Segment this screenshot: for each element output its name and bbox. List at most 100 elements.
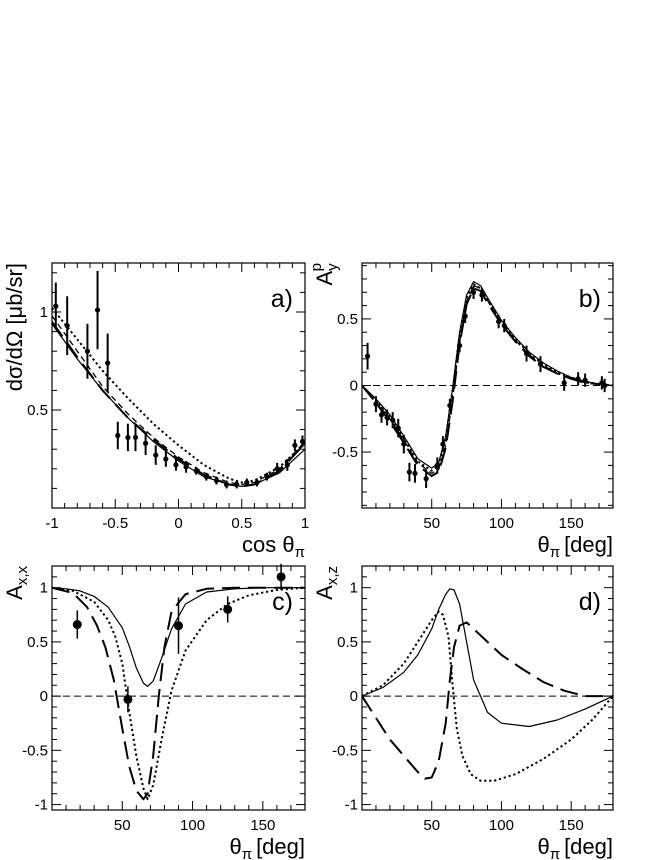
panel-2-x-tick-label: 50 bbox=[423, 515, 440, 532]
panel-1-x-tick-label: -0.5 bbox=[102, 515, 128, 532]
panel-2-marker bbox=[470, 289, 477, 295]
panel-1-data-point bbox=[264, 472, 270, 481]
panel-3-tag: c) bbox=[272, 588, 293, 616]
panel-3-x-axis-label: θπ [deg] bbox=[229, 834, 305, 860]
panel-4-x-tick-label: 100 bbox=[489, 817, 514, 834]
panel-2-data-point bbox=[395, 418, 401, 438]
panel-2-marker bbox=[479, 292, 485, 298]
panel-2-x-axis-label: θπ [deg] bbox=[537, 532, 613, 561]
panel-1-marker bbox=[173, 462, 179, 468]
panel-1-marker bbox=[183, 464, 189, 470]
panel-2-data-point bbox=[373, 396, 379, 413]
panel-1-marker bbox=[284, 462, 290, 468]
panel-3-curve-longdash bbox=[52, 586, 305, 801]
panel-3-y-tick-label: -0.5 bbox=[22, 742, 48, 759]
panel-2-x-tick-label: 150 bbox=[559, 515, 584, 532]
panel-4-x-axis-label-main: θ bbox=[537, 834, 549, 859]
panel-2-marker bbox=[378, 412, 385, 418]
panel-1-marker bbox=[115, 432, 121, 439]
panel-1-marker bbox=[132, 434, 139, 441]
panel-1-marker bbox=[274, 466, 280, 472]
panel-3-x-axis-label-sub: π bbox=[242, 846, 252, 860]
panel-2-marker bbox=[406, 469, 413, 475]
panel-3-marker bbox=[174, 621, 183, 631]
panel-2-data-point bbox=[501, 318, 507, 333]
panel-4-y-axis-label: Ax,z bbox=[312, 566, 341, 600]
panel-1: -1 -0.5 0 0.5 1 0.5 1 a) cos θπ dσ/dΩ [μb/sr] bbox=[2, 262, 309, 561]
panel-1-marker bbox=[153, 452, 159, 458]
panel-1-frame bbox=[51, 262, 306, 509]
panel-2-y-axis-label-sup: p bbox=[308, 263, 325, 271]
panel-2-x-axis-label-unit: [deg] bbox=[564, 532, 613, 557]
panel-1-data-point bbox=[132, 423, 139, 452]
panel-2-data-point bbox=[412, 464, 418, 483]
panel-2-marker bbox=[412, 470, 418, 476]
panel-1-data-point bbox=[193, 466, 199, 475]
panel-3-x-tick-label: 50 bbox=[114, 817, 131, 834]
panel-4-x-tick-label: 150 bbox=[559, 817, 584, 834]
panel-1-marker bbox=[244, 479, 250, 486]
panel-4-curve-solid bbox=[362, 588, 613, 728]
panel-2-y-axis-label-sub: y bbox=[324, 263, 341, 271]
panel-4-y-axis-label-sub: x,z bbox=[324, 566, 341, 585]
panel-2-marker bbox=[384, 414, 390, 421]
panel-4-tag: d) bbox=[579, 588, 601, 616]
panel-1-data-point bbox=[203, 472, 209, 481]
panel-1-marker bbox=[254, 479, 260, 486]
panel-2-data-point bbox=[470, 285, 477, 299]
panel-2-data-point bbox=[423, 469, 429, 489]
panel-1-data-point bbox=[213, 476, 220, 485]
panel-2-marker bbox=[537, 361, 544, 367]
panel-1-data-point bbox=[143, 431, 149, 456]
panel-1-data-point bbox=[284, 459, 290, 471]
panel-3-curve-dotted bbox=[52, 586, 305, 801]
panel-2-data-point bbox=[378, 406, 385, 423]
panel-3-y-axis-label-sub: x,x bbox=[14, 566, 31, 586]
panel-4-x-axis-label: θπ [deg] bbox=[537, 834, 613, 860]
panel-2-data-point bbox=[462, 309, 468, 323]
panel-1-data-point bbox=[183, 460, 189, 473]
panel-2-data-point bbox=[582, 373, 588, 387]
panel-4-y-tick-label: -0.5 bbox=[332, 742, 358, 759]
panel-3-data-point bbox=[174, 597, 183, 654]
panel-4-y-axis-label-main: A bbox=[312, 585, 337, 600]
panel-1-marker bbox=[203, 474, 209, 480]
panel-2-marker bbox=[434, 462, 440, 468]
panel-1-data-point bbox=[299, 435, 306, 448]
panel-4-curves bbox=[362, 588, 613, 782]
panel-1-marker bbox=[163, 456, 169, 462]
panel-1-x-tick-label: -1 bbox=[45, 515, 58, 532]
panel-1-x-axis-label: cos θπ bbox=[242, 532, 305, 561]
panel-1-data-point bbox=[292, 439, 298, 452]
panel-1-data-point bbox=[163, 451, 169, 467]
panel-1-x-tick-label: 0.5 bbox=[231, 515, 252, 532]
panel-4-y-tick-label: -1 bbox=[345, 797, 358, 814]
panel-2-y-tick-label: -0.5 bbox=[332, 444, 358, 461]
panel-2-data-point bbox=[496, 314, 502, 329]
panel-2-marker bbox=[602, 382, 608, 389]
panel-1-x-axis-label-main: cos θ bbox=[242, 532, 295, 557]
panel-3-y-axis-label: Ax,x bbox=[2, 566, 31, 600]
panel-4-x-axis-label-sub: π bbox=[550, 846, 560, 860]
panel-1-curve-dashed bbox=[52, 315, 305, 486]
panel-2-data-point bbox=[440, 436, 446, 453]
panel-2-x-tick-label: 100 bbox=[489, 515, 514, 532]
panel-2-marker bbox=[373, 401, 379, 407]
panel-4-y-tick-label: 0.5 bbox=[337, 634, 358, 651]
panel-3: 50 100 150 -1 -0.5 0 0.5 1 c) θπ [deg] Ax,x bbox=[2, 563, 306, 860]
panel-2-x-axis-label-main: θ bbox=[537, 532, 549, 557]
panel-1-marker bbox=[213, 477, 220, 484]
panel-2-marker bbox=[423, 476, 429, 482]
panel-1-data-point bbox=[125, 423, 131, 452]
panel-1-data-point bbox=[94, 270, 101, 350]
panel-1-data-point bbox=[153, 445, 159, 465]
panel-1-curve-solid bbox=[52, 323, 305, 487]
panel-2-tag: b) bbox=[579, 285, 601, 313]
panel-2-curve-longdash bbox=[362, 287, 613, 477]
panel-3-curve-solid bbox=[52, 587, 305, 687]
panel-1-marker bbox=[193, 468, 199, 474]
panel-1-marker bbox=[234, 481, 240, 488]
panel-2-marker bbox=[575, 376, 581, 382]
panel-2-data-point bbox=[390, 412, 396, 429]
